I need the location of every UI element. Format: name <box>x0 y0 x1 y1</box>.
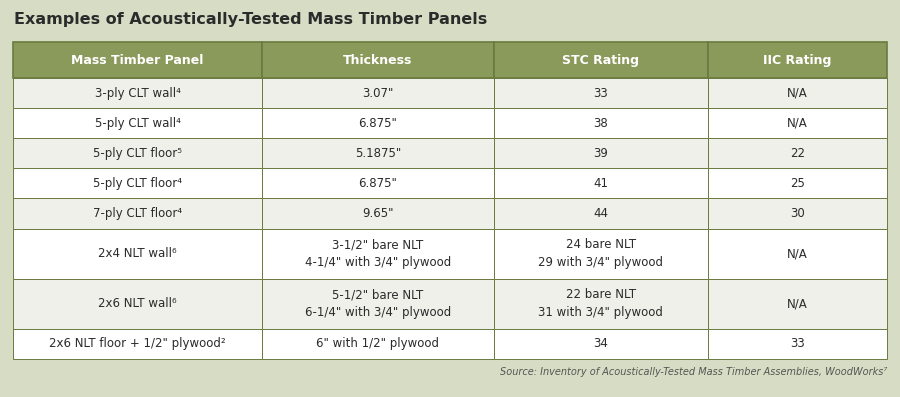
Bar <box>13 138 262 168</box>
Text: N/A: N/A <box>787 297 808 310</box>
Bar <box>13 168 262 198</box>
Bar <box>13 198 262 229</box>
Text: 6" with 1/2" plywood: 6" with 1/2" plywood <box>317 337 439 351</box>
Text: 5-ply CLT floor⁴: 5-ply CLT floor⁴ <box>93 177 182 190</box>
Bar <box>13 42 262 78</box>
Text: 5-ply CLT wall⁴: 5-ply CLT wall⁴ <box>94 117 181 130</box>
Text: 2x6 NLT floor + 1/2" plywood²: 2x6 NLT floor + 1/2" plywood² <box>50 337 226 351</box>
Text: 3.07": 3.07" <box>362 87 393 100</box>
Bar <box>262 198 494 229</box>
Text: 30: 30 <box>790 207 805 220</box>
Text: 25: 25 <box>790 177 805 190</box>
Text: 22: 22 <box>790 147 805 160</box>
Bar <box>262 279 494 329</box>
Bar <box>707 329 887 359</box>
Bar <box>707 138 887 168</box>
Bar <box>494 329 707 359</box>
Bar <box>262 329 494 359</box>
Text: STC Rating: STC Rating <box>562 54 639 67</box>
Text: 7-ply CLT floor⁴: 7-ply CLT floor⁴ <box>93 207 182 220</box>
Text: N/A: N/A <box>787 247 808 260</box>
Text: 2x6 NLT wall⁶: 2x6 NLT wall⁶ <box>98 297 177 310</box>
Text: N/A: N/A <box>787 117 808 130</box>
Bar <box>707 78 887 108</box>
Text: Mass Timber Panel: Mass Timber Panel <box>71 54 203 67</box>
Bar <box>494 42 707 78</box>
Bar <box>494 198 707 229</box>
Bar <box>262 138 494 168</box>
Bar <box>494 279 707 329</box>
Text: 24 bare NLT
29 with 3/4" plywood: 24 bare NLT 29 with 3/4" plywood <box>538 238 663 269</box>
Text: 44: 44 <box>593 207 608 220</box>
Bar <box>707 229 887 279</box>
Text: Source: Inventory of Acoustically-Tested Mass Timber Assemblies, WoodWorks⁷: Source: Inventory of Acoustically-Tested… <box>500 367 887 377</box>
Text: 5-1/2" bare NLT
6-1/4" with 3/4" plywood: 5-1/2" bare NLT 6-1/4" with 3/4" plywood <box>305 288 451 319</box>
Bar <box>13 229 262 279</box>
Text: 38: 38 <box>593 117 608 130</box>
Text: 33: 33 <box>790 337 805 351</box>
Bar <box>262 229 494 279</box>
Text: Examples of Acoustically-Tested Mass Timber Panels: Examples of Acoustically-Tested Mass Tim… <box>14 12 487 27</box>
Bar <box>262 78 494 108</box>
Text: 3-1/2" bare NLT
4-1/4" with 3/4" plywood: 3-1/2" bare NLT 4-1/4" with 3/4" plywood <box>305 238 451 269</box>
Bar <box>494 229 707 279</box>
Text: 22 bare NLT
31 with 3/4" plywood: 22 bare NLT 31 with 3/4" plywood <box>538 288 663 319</box>
Text: N/A: N/A <box>787 87 808 100</box>
Bar <box>494 168 707 198</box>
Bar <box>13 108 262 138</box>
Bar <box>494 108 707 138</box>
Bar <box>707 42 887 78</box>
Bar <box>262 42 494 78</box>
Text: IIC Rating: IIC Rating <box>763 54 832 67</box>
Bar <box>494 138 707 168</box>
Text: 33: 33 <box>593 87 608 100</box>
Text: 41: 41 <box>593 177 608 190</box>
Bar <box>13 279 262 329</box>
Bar <box>707 108 887 138</box>
Bar <box>707 279 887 329</box>
Text: 3-ply CLT wall⁴: 3-ply CLT wall⁴ <box>94 87 181 100</box>
Text: 6.875": 6.875" <box>358 177 397 190</box>
Text: 34: 34 <box>593 337 608 351</box>
Text: 6.875": 6.875" <box>358 117 397 130</box>
Bar <box>13 329 262 359</box>
Bar <box>13 78 262 108</box>
Text: 39: 39 <box>593 147 608 160</box>
Text: 5-ply CLT floor⁵: 5-ply CLT floor⁵ <box>93 147 182 160</box>
Text: Thickness: Thickness <box>343 54 412 67</box>
Text: 9.65": 9.65" <box>362 207 393 220</box>
Text: 5.1875": 5.1875" <box>355 147 401 160</box>
Bar <box>707 198 887 229</box>
Bar <box>494 78 707 108</box>
Bar <box>262 168 494 198</box>
Bar <box>707 168 887 198</box>
Text: 2x4 NLT wall⁶: 2x4 NLT wall⁶ <box>98 247 177 260</box>
Bar <box>262 108 494 138</box>
